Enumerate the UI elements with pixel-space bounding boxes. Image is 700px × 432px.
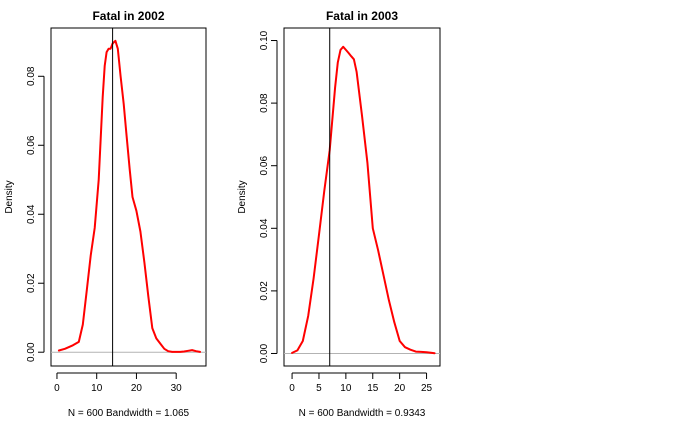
y-tick-label: 0.02 bbox=[259, 281, 270, 301]
y-tick-label: 0.00 bbox=[26, 342, 37, 362]
density-curve bbox=[57, 39, 201, 353]
x-tick-label: 5 bbox=[316, 383, 322, 394]
x-tick-label: 20 bbox=[131, 383, 143, 394]
y-tick-label: 0.00 bbox=[259, 343, 270, 363]
y-axis-label: Density bbox=[237, 180, 248, 213]
y-tick-label: 0.04 bbox=[26, 204, 37, 224]
chart-title: Fatal in 2002 bbox=[92, 9, 164, 23]
x-tick-label: 0 bbox=[54, 383, 60, 394]
y-tick-label: 0.02 bbox=[26, 273, 37, 293]
plot-frame bbox=[50, 27, 207, 367]
panel-fatal-2003: Fatal in 2003 N = 600 Bandwidth = 0.9343… bbox=[237, 9, 441, 419]
x-tick-label: 0 bbox=[289, 383, 295, 394]
density-curve bbox=[291, 45, 436, 355]
y-tick-label: 0.04 bbox=[259, 218, 270, 238]
y-tick-label: 0.08 bbox=[26, 66, 37, 86]
x-tick-label: 15 bbox=[367, 383, 379, 394]
x-tick-label: 25 bbox=[421, 383, 433, 394]
y-tick-label: 0.06 bbox=[259, 156, 270, 176]
x-axis-label: N = 600 Bandwidth = 0.9343 bbox=[299, 408, 426, 419]
y-tick-label: 0.10 bbox=[259, 30, 270, 50]
x-tick-label: 20 bbox=[394, 383, 406, 394]
x-tick-label: 30 bbox=[171, 383, 183, 394]
x-axis-label: N = 600 Bandwidth = 1.065 bbox=[68, 408, 190, 419]
plot-frame bbox=[283, 27, 441, 367]
y-axis-label: Density bbox=[4, 180, 15, 213]
y-tick-label: 0.08 bbox=[259, 93, 270, 113]
chart-title: Fatal in 2003 bbox=[326, 9, 398, 23]
y-tick-label: 0.06 bbox=[26, 135, 37, 155]
x-tick-label: 10 bbox=[340, 383, 352, 394]
panel-fatal-2002: Fatal in 2002 N = 600 Bandwidth = 1.065 … bbox=[4, 9, 207, 419]
x-tick-label: 10 bbox=[91, 383, 103, 394]
